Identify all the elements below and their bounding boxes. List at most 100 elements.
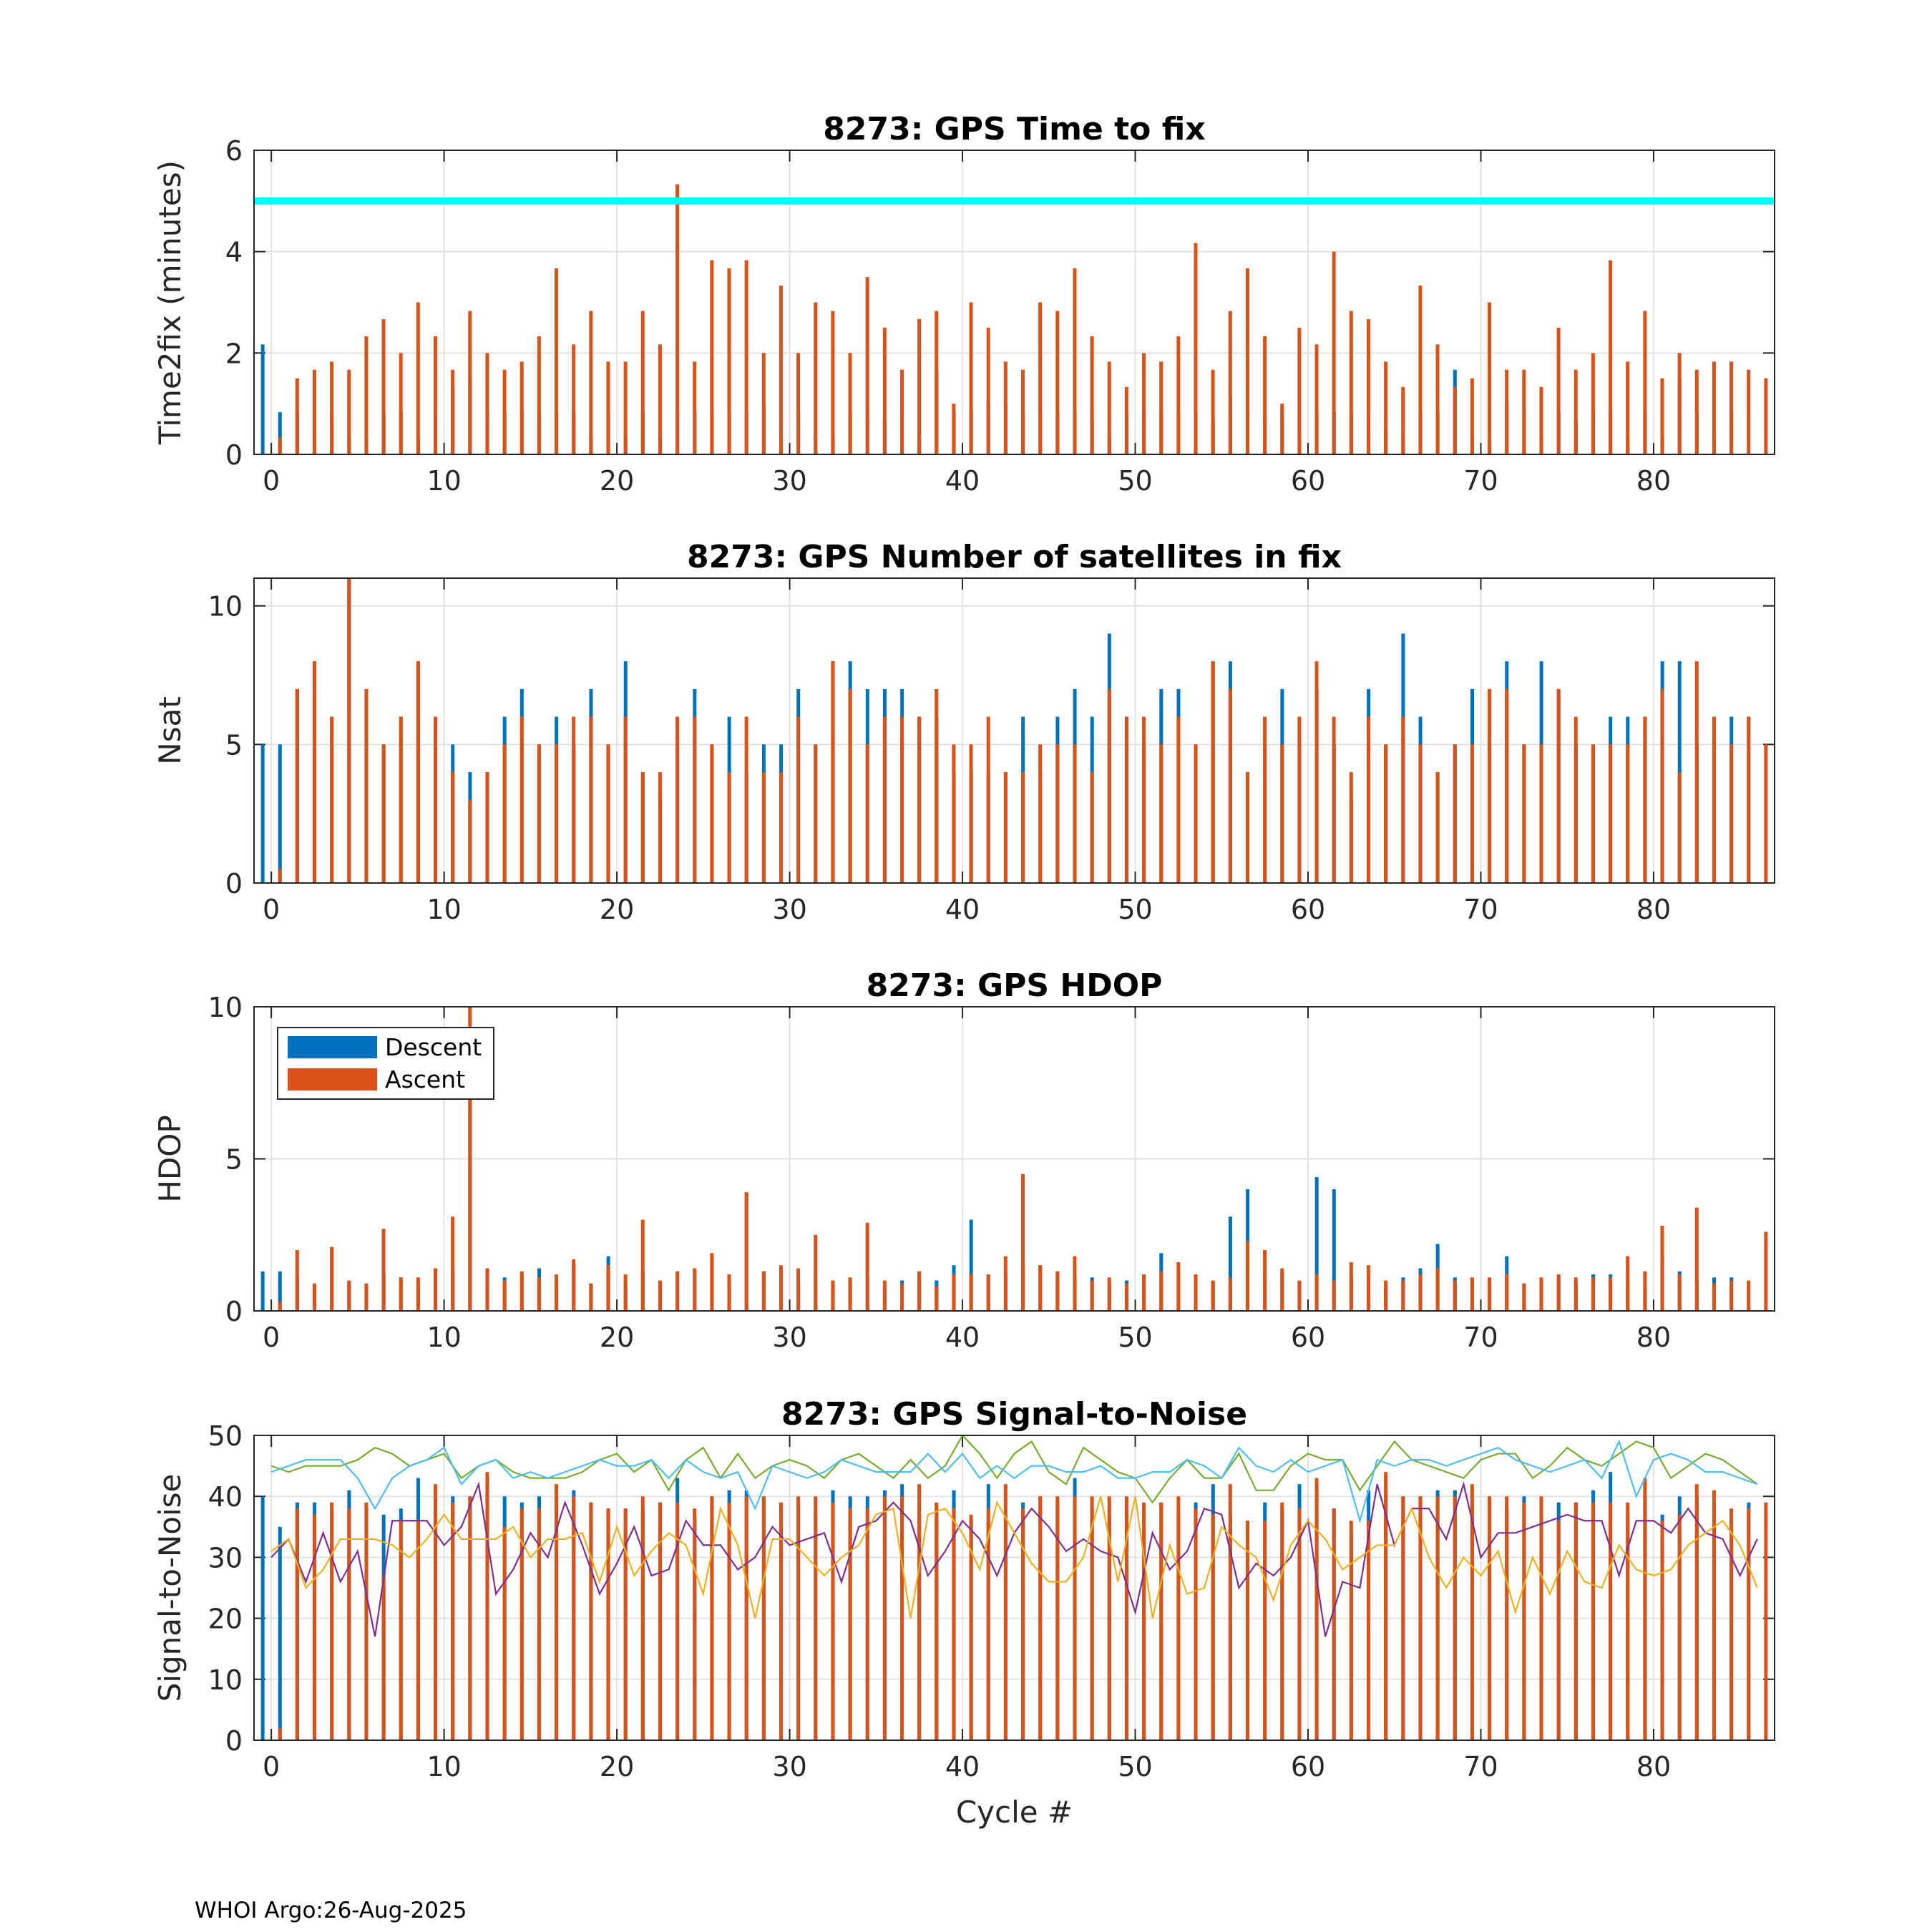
ascent-bar [986,327,990,454]
ascent-bar [1764,1231,1768,1311]
ascent-bar [555,268,559,454]
ascent-bar [969,1274,973,1311]
x-tick-label: 30 [772,1322,806,1353]
ascent-bar [1401,1280,1405,1311]
ascent-bar [606,1508,610,1740]
ascent-bar [1677,353,1682,454]
ascent-bar [1418,744,1423,883]
ascent-bar [779,1265,783,1311]
x-tick-label: 70 [1463,1322,1498,1353]
ascent-bar [1418,1274,1423,1311]
ascent-bar [710,744,714,883]
ascent-bar [831,1280,835,1311]
ascent-bar [555,1274,559,1311]
ascent-bar [502,1280,507,1311]
ascent-bar [312,1283,316,1311]
ascent-bar [710,1253,714,1311]
ascent-bar [537,744,541,883]
footer-credit: WHOI Argo:26-Aug-2025 [195,1898,467,1923]
ascent-bar [1073,268,1077,454]
ascent-bar [1297,1508,1302,1740]
descent-bar [260,744,265,883]
ascent-bar [899,369,904,454]
ascent-bar [1660,688,1664,883]
ascent-bar [917,1271,922,1311]
ascent-bar [330,1246,334,1311]
ascent-bar [1003,1256,1008,1311]
ascent-bar [1107,361,1111,454]
ascent-bar [364,1283,369,1311]
ascent-bar [278,437,282,454]
descent-bar [278,412,282,454]
ascent-bar [1435,1496,1440,1740]
ascent-bar [882,327,887,454]
ascent-bar [952,1508,956,1740]
ascent-bar [519,361,524,454]
chart-title: 8273: GPS HDOP [867,967,1163,1004]
chart-title: 8273: GPS Time to fix [823,111,1205,147]
ascent-bar [416,1521,420,1740]
ascent-bar [865,744,869,883]
ascent-bar [761,353,766,454]
y-tick-label: 10 [208,992,243,1023]
y-tick-label: 50 [208,1420,243,1452]
descent-bar [260,1271,265,1311]
ascent-bar [1435,772,1440,883]
ascent-bar [899,1496,904,1740]
ascent-bar [727,1274,731,1311]
ascent-bar [555,1484,559,1740]
ascent-bar [1194,243,1198,454]
ascent-bar [935,1502,939,1740]
ascent-bar [1401,716,1405,883]
legend: Descent Ascent [277,1027,494,1100]
ascent-bar [952,1274,956,1311]
x-tick-label: 10 [426,1322,461,1353]
ascent-bar [1159,361,1163,454]
ascent-bar [1556,688,1561,883]
ascent-bar [1505,369,1509,454]
snr-line-2 [270,1439,1758,1524]
ascent-bar [433,1484,437,1740]
y-tick-label: 10 [208,591,243,623]
ascent-bar [796,1496,801,1740]
x-tick-label: 60 [1291,465,1325,497]
ascent-bar [727,268,731,454]
ascent-bar [1470,378,1474,454]
ascent-bar [675,1502,680,1740]
ascent-bar [1626,744,1630,883]
ascent-bar [1090,1280,1094,1311]
ascent-bar [1591,744,1595,883]
ascent-bar [1142,716,1146,883]
ascent-bar [433,1268,437,1311]
ascent-bar [1764,744,1768,883]
ascent-bar [658,772,662,883]
ascent-bar [502,744,507,883]
ascent-bar [623,1274,628,1311]
ascent-bar [969,744,973,883]
ascent-bar [1332,251,1336,454]
ascent-bar [623,1508,628,1740]
ascent-bar [1505,1496,1509,1740]
ascent-bar [1332,1280,1336,1311]
ascent-bar [1626,1256,1630,1311]
ascent-bar [606,361,610,454]
ascent-bar [761,772,766,883]
ascent-bar [1453,1280,1457,1311]
ascent-bar [1366,318,1370,454]
plot-area [254,150,1775,454]
y-axis-label: Signal-to-Noise [152,1474,187,1702]
x-tick-label: 80 [1636,465,1671,497]
ascent-bar [1159,1271,1163,1311]
ascent-bar [1487,302,1491,454]
ascent-bar [761,1271,766,1311]
ascent-bar [1626,1502,1630,1740]
chart-panel-1: 0 10 20 30 40 50 60 70 80 0 2 4 6 8273: GPS Time to f… [152,111,1775,497]
ascent-bar [1747,1280,1751,1311]
ascent-bar [1522,1283,1526,1311]
ascent-bar [1090,336,1094,454]
ascent-bar [1090,772,1094,883]
ascent-bar [555,744,559,883]
ascent-bar [675,716,680,883]
axes-box [253,150,1775,455]
ascent-bar [882,1280,887,1311]
